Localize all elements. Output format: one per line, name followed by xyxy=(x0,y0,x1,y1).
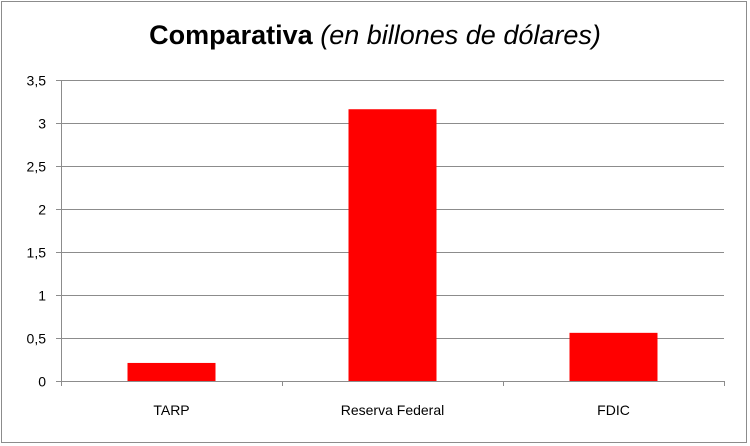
y-tick-label: 1,5 xyxy=(27,245,47,261)
y-tick-label: 3 xyxy=(38,116,46,132)
y-tick-label: 2,5 xyxy=(27,159,47,175)
chart-subtitle: (en billones de dólares) xyxy=(320,20,601,50)
y-tick-label: 1 xyxy=(38,288,46,304)
bar xyxy=(569,332,658,381)
x-tick-label: TARP xyxy=(153,402,189,418)
y-tick-label: 3,5 xyxy=(27,73,47,89)
y-tick-label: 2 xyxy=(38,202,46,218)
chart-title: Comparativa xyxy=(149,20,313,50)
bar xyxy=(127,362,216,381)
y-tick-label: 0,5 xyxy=(27,331,47,347)
x-tick-label: Reserva Federal xyxy=(341,402,445,418)
bar xyxy=(348,109,437,382)
chart-title-block: Comparativa (en billones de dólares) xyxy=(0,20,750,51)
y-tick-label: 0 xyxy=(38,374,46,390)
x-tick-label: FDIC xyxy=(597,402,630,418)
